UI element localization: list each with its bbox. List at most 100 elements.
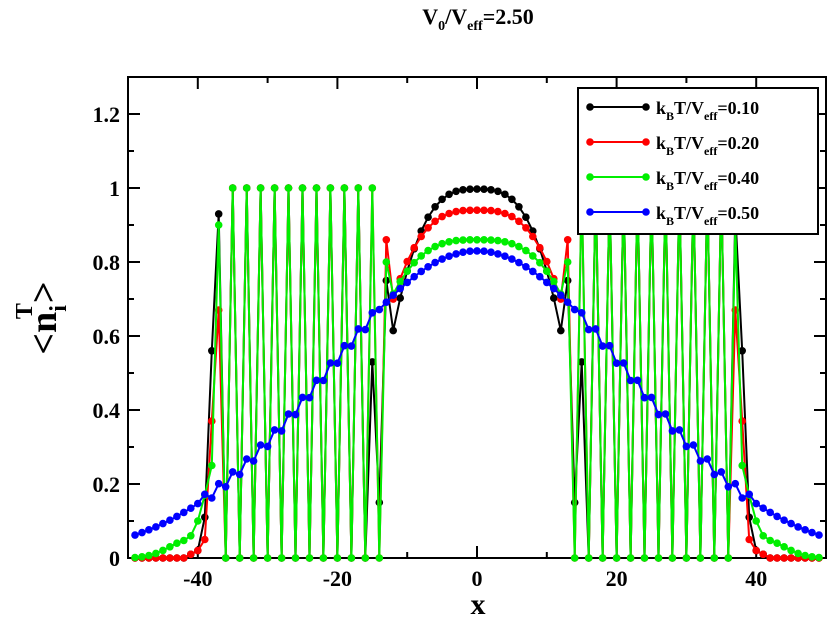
data-point — [724, 554, 733, 562]
data-point — [522, 224, 530, 232]
data-point — [536, 272, 544, 281]
data-point — [466, 236, 474, 244]
legend-marker — [586, 173, 594, 181]
data-point — [529, 252, 537, 260]
data-point — [445, 252, 453, 260]
legend-box — [577, 87, 819, 235]
data-point — [675, 426, 684, 434]
data-point — [696, 457, 705, 465]
legend-label: kBT/Veff=0.10 — [656, 98, 759, 123]
data-point — [403, 267, 412, 276]
data-point — [522, 213, 530, 221]
data-point — [445, 190, 453, 199]
data-point — [431, 258, 439, 267]
x-tick-label: 40 — [745, 566, 767, 591]
x-axis-label: x — [471, 588, 486, 618]
data-point — [194, 517, 202, 525]
data-point — [570, 305, 579, 314]
data-point — [738, 494, 746, 502]
data-point — [766, 508, 774, 517]
data-point — [557, 291, 565, 300]
data-point — [201, 513, 209, 522]
data-point — [550, 277, 558, 286]
data-point — [347, 342, 356, 350]
data-point — [773, 554, 781, 562]
data-point — [480, 236, 488, 244]
data-point — [187, 504, 195, 512]
data-point — [780, 516, 788, 524]
data-point — [208, 417, 216, 425]
data-point — [508, 195, 516, 204]
data-point — [773, 539, 781, 547]
data-point — [487, 206, 495, 215]
data-point — [180, 554, 188, 562]
data-point — [270, 184, 279, 192]
data-point — [298, 393, 307, 402]
data-point — [473, 185, 481, 193]
legend-marker — [586, 103, 594, 111]
data-point — [396, 294, 405, 302]
data-point — [452, 236, 460, 245]
data-point — [612, 554, 621, 562]
data-point — [515, 203, 523, 211]
data-point — [787, 519, 795, 528]
data-point — [577, 358, 586, 366]
series-layer — [131, 184, 823, 562]
data-point — [466, 247, 474, 255]
data-point — [180, 536, 188, 545]
legend: kBT/Veff=0.10 kBT/Veff=0.20 kBT/Veff=0.40 k… — [577, 87, 819, 235]
data-point — [431, 203, 439, 211]
data-point — [417, 252, 426, 260]
data-point — [208, 494, 216, 502]
data-point — [459, 236, 467, 244]
data-point — [382, 258, 391, 266]
data-point — [640, 554, 649, 562]
data-point — [745, 513, 753, 522]
data-point — [166, 554, 174, 562]
data-point — [173, 554, 181, 562]
data-point — [173, 539, 181, 547]
data-point — [570, 554, 579, 562]
data-point — [473, 247, 481, 255]
data-point — [459, 248, 467, 256]
x-tick-label: 20 — [606, 566, 628, 591]
data-point — [501, 238, 509, 246]
data-point — [508, 255, 516, 263]
data-point — [354, 184, 363, 192]
y-tick-label: 0.4 — [93, 398, 121, 423]
data-point — [256, 184, 265, 192]
data-point — [745, 490, 753, 499]
data-point — [131, 531, 139, 539]
data-point — [166, 543, 174, 551]
data-point — [473, 236, 481, 244]
data-point — [284, 184, 293, 192]
y-tick-label: 1 — [109, 176, 120, 201]
data-point — [459, 206, 467, 215]
data-point — [277, 554, 286, 562]
data-point — [221, 483, 230, 491]
data-point — [375, 554, 384, 562]
y-tick-label: 0.8 — [93, 250, 121, 275]
data-point — [626, 554, 635, 562]
data-point — [131, 553, 139, 562]
data-point — [138, 528, 146, 537]
data-point — [431, 217, 439, 226]
data-point — [159, 519, 167, 528]
x-tick-label: 0 — [472, 566, 483, 591]
data-point — [522, 246, 530, 255]
data-point — [515, 258, 523, 267]
axis-ticks: -40 -20 0 20 40 0 0.2 0.4 0.6 0.8 1 1.2 — [93, 76, 827, 591]
data-point — [543, 278, 551, 287]
data-point — [605, 341, 614, 350]
data-point — [340, 341, 349, 350]
data-point — [277, 427, 286, 435]
data-point — [382, 298, 391, 307]
data-point — [410, 272, 419, 281]
data-point — [682, 554, 691, 562]
data-point — [145, 551, 153, 560]
data-point — [194, 546, 202, 555]
data-point — [787, 546, 795, 555]
data-point — [647, 393, 656, 402]
data-point — [452, 187, 460, 196]
data-point — [598, 554, 607, 562]
